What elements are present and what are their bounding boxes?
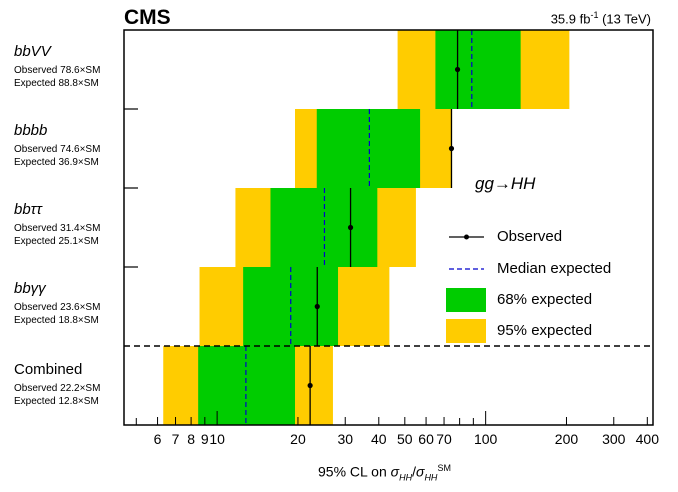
x-tick-label-70: 70 — [436, 431, 452, 447]
channel-observed-bbbb: Observed 74.6×SM — [14, 144, 101, 155]
channel-4-band68 — [198, 346, 296, 425]
x-tick-label-9: 9 — [201, 431, 209, 447]
x-axis-title-slash: / — [412, 463, 416, 480]
x-axis-title-sub: HH — [399, 472, 413, 483]
x-axis-title-sigma-sm: σ — [415, 463, 425, 480]
channel-4-observed-marker — [307, 382, 313, 389]
x-tick-label-10: 10 — [209, 431, 225, 447]
experiment-label: CMS — [124, 6, 171, 29]
luminosity-energy: (13 TeV) — [598, 11, 651, 27]
channel-name-bbtautau: bbττ — [14, 201, 42, 218]
channel-name-bbgammagamma: bbγγ — [14, 280, 46, 297]
channel-observed-bbvv: Observed 78.6×SM — [14, 65, 101, 76]
y-category-ticks — [124, 108, 138, 268]
x-tick-label-100: 100 — [474, 431, 498, 447]
channel-name-combined: Combined — [14, 361, 83, 378]
luminosity-unit-exponent: -1 — [590, 10, 599, 20]
x-tick-label-400: 400 — [636, 431, 660, 447]
luminosity-value: 35.9 fb — [550, 11, 591, 27]
channel-expected-bbvv: Expected 88.8×SM — [14, 78, 99, 89]
channel-2-observed-marker — [347, 224, 354, 231]
x-tick-label-50: 50 — [397, 431, 413, 447]
legend-band95-swatch — [446, 319, 486, 343]
channel-0-observed-marker — [454, 66, 461, 73]
legend-median-label: Median expected — [497, 260, 612, 277]
luminosity-label: 35.9 fb-1 (13 TeV) — [551, 10, 651, 26]
channel-expected-combined: Expected 12.8×SM — [14, 396, 99, 407]
x-axis-ticks: 6 7 8 9 10 20 30 40 50 60 70 100 200 300 400 — [135, 411, 660, 447]
x-tick-label-7: 7 — [172, 431, 180, 447]
channel-observed-bbgammagamma: Observed 23.6×SM — [14, 302, 101, 313]
x-axis-title-sub-sm: HH — [424, 472, 438, 483]
x-tick-label-60: 60 — [418, 431, 434, 447]
legend-band95-label: 95% expected — [497, 322, 593, 339]
channel-name-bbbb: bbbb — [14, 122, 48, 139]
channel-expected-bbgammagamma: Expected 18.8×SM — [14, 315, 99, 326]
legend — [446, 234, 486, 343]
x-axis-title: 95% CL on σHH/σHHSM — [318, 463, 451, 482]
channel-expected-bbbb: Expected 36.9×SM — [14, 157, 99, 168]
legend-band68-label: 68% expected — [497, 291, 593, 308]
x-tick-label-20: 20 — [290, 431, 306, 447]
channel-expected-bbtautau: Expected 25.1×SM — [14, 236, 99, 247]
legend-band68-swatch — [446, 288, 486, 312]
x-axis-title-sigma: σ — [390, 463, 400, 480]
channel-1-observed-marker — [448, 145, 455, 152]
plot-frame — [123, 29, 654, 426]
legend-observed-label: Observed — [497, 228, 563, 245]
channel-0-band68 — [435, 30, 521, 109]
x-tick-label-40: 40 — [371, 431, 387, 447]
x-tick-label-200: 200 — [555, 431, 579, 447]
x-tick-label-6: 6 — [154, 431, 162, 447]
legend-observed-marker — [464, 234, 469, 240]
channel-3-observed-marker — [314, 303, 320, 310]
channel-1-band68 — [316, 109, 421, 188]
channel-observed-bbtautau: Observed 31.4×SM — [14, 223, 101, 234]
channel-observed-combined: Observed 22.2×SM — [14, 383, 101, 394]
x-tick-label-300: 300 — [602, 431, 626, 447]
x-tick-label-30: 30 — [337, 431, 353, 447]
x-axis-title-prefix: 95% CL on — [318, 463, 391, 480]
lines-layer — [245, 30, 473, 425]
x-tick-label-8: 8 — [187, 431, 195, 447]
process-label: gg→HH — [475, 174, 536, 193]
channel-name-bbvv: bbVV — [14, 43, 51, 60]
x-axis-title-sup: SM — [437, 463, 451, 473]
